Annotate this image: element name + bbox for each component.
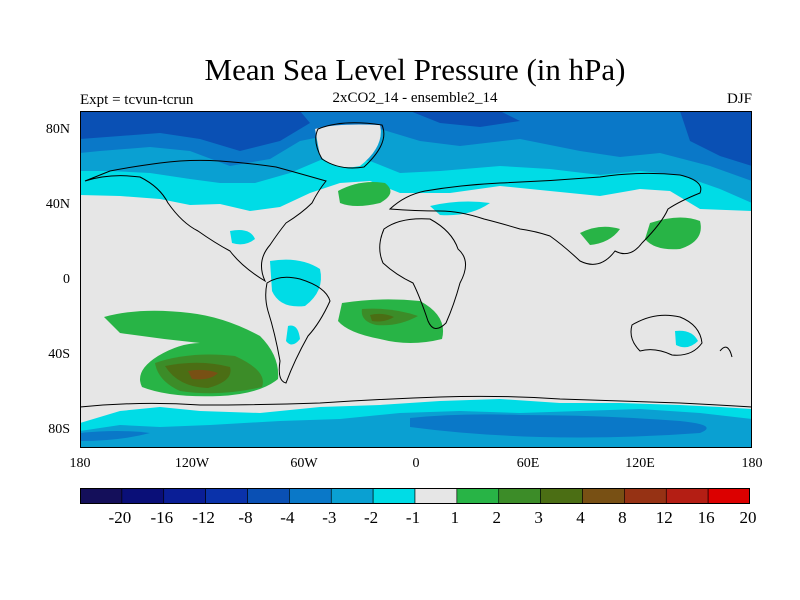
legend-label: -4 <box>267 508 307 528</box>
legend-label: 4 <box>561 508 601 528</box>
legend-swatch <box>248 488 290 504</box>
legend-swatch <box>331 488 373 504</box>
legend-swatch <box>583 488 625 504</box>
y-tick-label: 40S <box>10 347 70 363</box>
legend-label: -3 <box>309 508 349 528</box>
y-tick-label: 0 <box>10 272 70 288</box>
x-tick-label: 0 <box>386 456 446 472</box>
legend-label: 2 <box>477 508 517 528</box>
legend-swatch <box>666 488 708 504</box>
legend-label: -2 <box>351 508 391 528</box>
legend-label: 12 <box>644 508 684 528</box>
legend-swatch <box>164 488 206 504</box>
color-legend <box>80 488 750 504</box>
legend-label: -20 <box>100 508 140 528</box>
y-tick-label: 80S <box>10 422 70 438</box>
legend-label: -12 <box>184 508 224 528</box>
map-title: Mean Sea Level Pressure (in hPa) <box>0 50 800 90</box>
legend-label: 8 <box>602 508 642 528</box>
y-tick-label: 40N <box>10 197 70 213</box>
legend-swatch <box>624 488 666 504</box>
x-tick-label: 120W <box>162 456 222 472</box>
legend-swatch <box>457 488 499 504</box>
legend-swatch <box>541 488 583 504</box>
season-label: DJF <box>727 91 752 108</box>
x-tick-label: 120E <box>610 456 670 472</box>
legend-swatch <box>415 488 457 504</box>
experiment-label: Expt = tcvun-tcrun <box>80 92 193 109</box>
legend-label: -8 <box>226 508 266 528</box>
x-tick-label: 60E <box>498 456 558 472</box>
x-tick-label: 180 <box>722 456 782 472</box>
pressure-map <box>80 111 752 448</box>
legend-label: 20 <box>728 508 768 528</box>
x-tick-label: 180 <box>50 456 110 472</box>
legend-swatch <box>206 488 248 504</box>
x-tick-label: 60W <box>274 456 334 472</box>
legend-label: 16 <box>686 508 726 528</box>
legend-label: -16 <box>142 508 182 528</box>
legend-swatch <box>499 488 541 504</box>
legend-label: 1 <box>435 508 475 528</box>
legend-label: 3 <box>519 508 559 528</box>
legend-swatch <box>122 488 164 504</box>
legend-swatch <box>708 488 750 504</box>
legend-swatch <box>80 488 122 504</box>
legend-swatch <box>289 488 331 504</box>
y-tick-label: 80N <box>10 122 70 138</box>
legend-label: -1 <box>393 508 433 528</box>
legend-swatch <box>373 488 415 504</box>
run-label: 2xCO2_14 - ensemble2_14 <box>300 90 530 107</box>
